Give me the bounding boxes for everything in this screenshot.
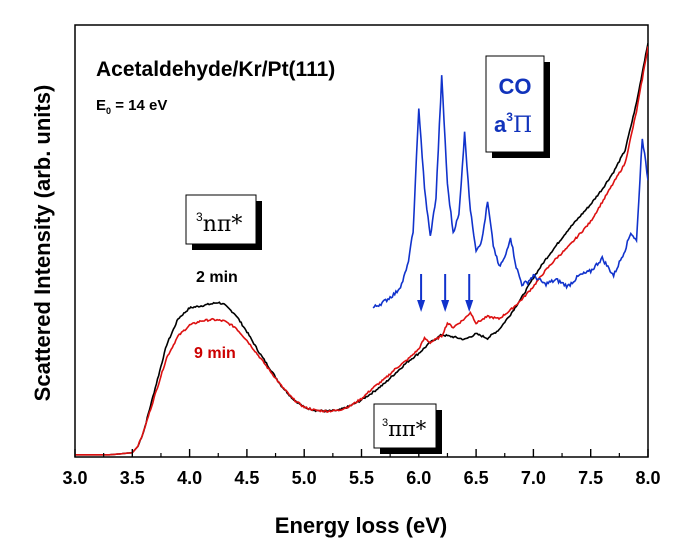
npi-box xyxy=(185,194,257,245)
x-tick-label: 8.0 xyxy=(635,468,660,488)
npi-label: 3nπ* xyxy=(196,210,242,237)
x-tick-label: 3.0 xyxy=(62,468,87,488)
arrow-head xyxy=(417,300,426,312)
y-axis-label: Scattered Intensity (arb. units) xyxy=(30,85,55,402)
x-axis-ticks: 3.0 3.5 4.0 4.5 5.0 5.5 6.0 6.5 7.0 7.5 8.0 xyxy=(62,449,661,488)
pipi-text: ππ* xyxy=(388,417,427,441)
chart-subtitle: E0 = 14 eV xyxy=(96,97,167,116)
npi-superscript: 3 xyxy=(196,210,203,224)
arrow-head xyxy=(441,300,450,312)
subtitle-suffix: = 14 eV xyxy=(111,97,167,114)
series-9min-line xyxy=(75,46,648,456)
x-tick-label: 4.0 xyxy=(177,468,202,488)
x-tick-label: 7.0 xyxy=(521,468,546,488)
chart-title: Acetaldehyde/Kr/Pt(111) xyxy=(96,58,335,81)
x-tick-label: 6.5 xyxy=(464,468,489,488)
co-superscript: 3 xyxy=(506,110,513,124)
pipi-superscript: 3 xyxy=(382,417,388,429)
co-label-line2: a3Π xyxy=(494,110,532,138)
x-tick-label: 3.5 xyxy=(120,468,145,488)
x-tick-label: 5.5 xyxy=(349,468,374,488)
subtitle-subscript: 0 xyxy=(106,106,111,116)
npi-text: nπ* xyxy=(203,212,243,237)
co-label-line1: CO xyxy=(499,74,532,99)
label-2min: 2 min xyxy=(196,269,238,286)
x-tick-label: 7.5 xyxy=(578,468,603,488)
co-pi: Π xyxy=(513,113,532,138)
x-tick-label: 6.0 xyxy=(406,468,431,488)
x-axis-label: Energy loss (eV) xyxy=(275,513,447,538)
pipi-label: 3ππ* xyxy=(382,417,427,441)
plot-frame xyxy=(74,24,649,458)
x-tick-label: 5.0 xyxy=(292,468,317,488)
arrow-head xyxy=(465,300,474,312)
co-a: a xyxy=(494,112,507,137)
co-box xyxy=(485,55,545,153)
pipi-box xyxy=(373,403,437,449)
vibrational-arrows xyxy=(417,274,474,312)
subtitle-prefix: E xyxy=(96,97,106,114)
x-tick-label: 4.5 xyxy=(234,468,259,488)
series-co-line xyxy=(372,75,648,309)
label-9min: 9 min xyxy=(194,345,236,362)
